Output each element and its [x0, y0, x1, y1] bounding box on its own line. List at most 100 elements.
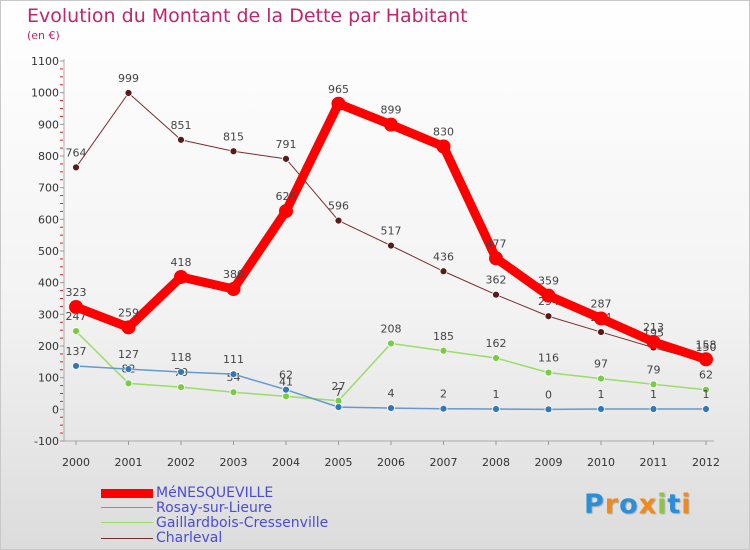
- data-label-menesqueville: 259: [118, 306, 139, 319]
- data-point-rosay-sur-lieure: [334, 403, 343, 412]
- data-label-gaillardbois-cressenville: 41: [279, 375, 293, 388]
- legend-label: MéNESQUEVILLE: [156, 485, 274, 501]
- data-label-rosay-sur-lieure: 1: [598, 388, 605, 401]
- x-tick-label: 2009: [535, 456, 563, 469]
- data-label-charleval: 517: [381, 225, 402, 238]
- legend-swatch: [101, 537, 153, 539]
- data-label-menesqueville: 626: [276, 190, 297, 203]
- data-label-menesqueville: 287: [591, 297, 612, 310]
- legend-item-gaillardbois-cressenville: Gaillardbois-Cressenville: [101, 516, 401, 531]
- data-point-rosay-sur-lieure: [177, 368, 185, 376]
- data-label-menesqueville: 213: [643, 321, 664, 334]
- data-label-gaillardbois-cressenville: 208: [381, 322, 402, 335]
- x-tick-label: 2007: [430, 456, 458, 469]
- data-label-charleval: 362: [486, 274, 507, 287]
- data-label-rosay-sur-lieure: 2: [440, 388, 447, 401]
- data-point-rosay-sur-lieure: [439, 404, 448, 413]
- data-point-charleval: [439, 267, 448, 276]
- x-tick-label: 2010: [587, 456, 615, 469]
- data-label-charleval: 436: [433, 250, 454, 263]
- legend-label: Rosay-sur-Lieure: [156, 500, 272, 516]
- data-point-gaillardbois-cressenville: [282, 392, 290, 401]
- legend-item-rosay-sur-lieure: Rosay-sur-Lieure: [101, 501, 401, 516]
- legend-item-menesqueville: MéNESQUEVILLE: [101, 486, 401, 501]
- logo-letter: P: [584, 489, 605, 520]
- data-label-charleval: 150: [696, 341, 717, 354]
- data-label-menesqueville: 158: [696, 338, 717, 351]
- data-point-gaillardbois-cressenville: [177, 383, 185, 392]
- proxiti-logo: Proxiti: [584, 489, 692, 520]
- legend-label: Charleval: [156, 530, 223, 546]
- data-point-charleval: [229, 147, 238, 156]
- chart-unit-label: (en €): [27, 29, 60, 42]
- data-label-rosay-sur-lieure: 4: [388, 387, 395, 400]
- data-point-rosay-sur-lieure: [597, 405, 605, 413]
- data-point-menesqueville: [384, 117, 398, 132]
- data-point-gaillardbois-cressenville: [387, 339, 395, 348]
- data-point-gaillardbois-cressenville: [649, 380, 658, 389]
- data-point-rosay-sur-lieure: [492, 405, 500, 413]
- data-label-menesqueville: 323: [66, 286, 87, 299]
- y-tick-label: 300: [38, 308, 59, 321]
- y-tick-label: 100: [38, 372, 59, 385]
- x-tick-label: 2004: [272, 456, 300, 469]
- data-point-charleval: [72, 163, 80, 172]
- data-point-menesqueville: [699, 352, 713, 367]
- data-label-menesqueville: 359: [538, 275, 559, 288]
- y-tick-label: 200: [38, 340, 59, 353]
- data-point-menesqueville: [331, 96, 346, 111]
- y-tick-label: 900: [38, 118, 59, 131]
- y-tick-label: 0: [52, 403, 59, 416]
- x-tick-label: 2003: [220, 456, 248, 469]
- data-label-menesqueville: 899: [381, 104, 402, 117]
- y-tick-label: 700: [38, 182, 59, 195]
- data-point-menesqueville: [594, 311, 608, 326]
- y-tick-label: 1000: [31, 87, 59, 100]
- y-tick-label: 1100: [31, 55, 59, 68]
- x-tick-label: 2011: [640, 456, 668, 469]
- data-point-rosay-sur-lieure: [702, 405, 710, 413]
- y-tick-label: 500: [38, 245, 59, 258]
- data-label-rosay-sur-lieure: 0: [545, 388, 552, 401]
- data-point-menesqueville: [279, 204, 293, 219]
- data-point-menesqueville: [436, 139, 451, 154]
- x-tick-label: 2000: [62, 456, 90, 469]
- data-label-menesqueville: 477: [486, 237, 507, 250]
- data-point-gaillardbois-cressenville: [702, 385, 710, 394]
- legend-item-charleval: Charleval: [101, 531, 401, 546]
- data-label-menesqueville: 830: [433, 126, 454, 139]
- data-label-rosay-sur-lieure: 127: [118, 348, 139, 361]
- logo-letter: i: [657, 489, 668, 520]
- legend-label: Gaillardbois-Cressenville: [156, 515, 329, 531]
- data-point-gaillardbois-cressenville: [492, 354, 500, 362]
- logo-letter: o: [619, 489, 639, 520]
- data-label-gaillardbois-cressenville: 116: [538, 352, 559, 365]
- data-label-gaillardbois-cressenville: 162: [486, 337, 507, 350]
- data-point-charleval: [177, 135, 185, 144]
- data-point-gaillardbois-cressenville: [124, 379, 133, 388]
- data-point-gaillardbois-cressenville: [544, 368, 553, 377]
- data-label-rosay-sur-lieure: 1: [703, 388, 710, 401]
- data-point-menesqueville: [646, 334, 661, 349]
- legend-swatch: [101, 522, 153, 524]
- data-point-menesqueville: [541, 288, 556, 303]
- data-point-charleval: [597, 328, 605, 336]
- data-label-charleval: 791: [276, 138, 297, 151]
- y-tick-label: 400: [38, 277, 59, 290]
- x-tick-label: 2012: [692, 456, 720, 469]
- data-label-rosay-sur-lieure: 1: [650, 388, 657, 401]
- data-point-rosay-sur-lieure: [72, 362, 80, 370]
- data-point-gaillardbois-cressenville: [597, 374, 605, 383]
- data-point-rosay-sur-lieure: [544, 405, 553, 414]
- data-label-charleval: 999: [118, 72, 139, 85]
- data-point-menesqueville: [69, 300, 83, 315]
- data-point-charleval: [387, 241, 395, 250]
- legend: MéNESQUEVILLE Rosay-sur-Lieure Gaillardb…: [101, 486, 401, 546]
- legend-swatch: [101, 488, 153, 498]
- data-point-gaillardbois-cressenville: [229, 388, 238, 397]
- data-point-charleval: [544, 312, 553, 321]
- data-point-rosay-sur-lieure: [282, 385, 290, 394]
- x-tick-label: 2002: [167, 456, 195, 469]
- data-point-rosay-sur-lieure: [649, 405, 658, 413]
